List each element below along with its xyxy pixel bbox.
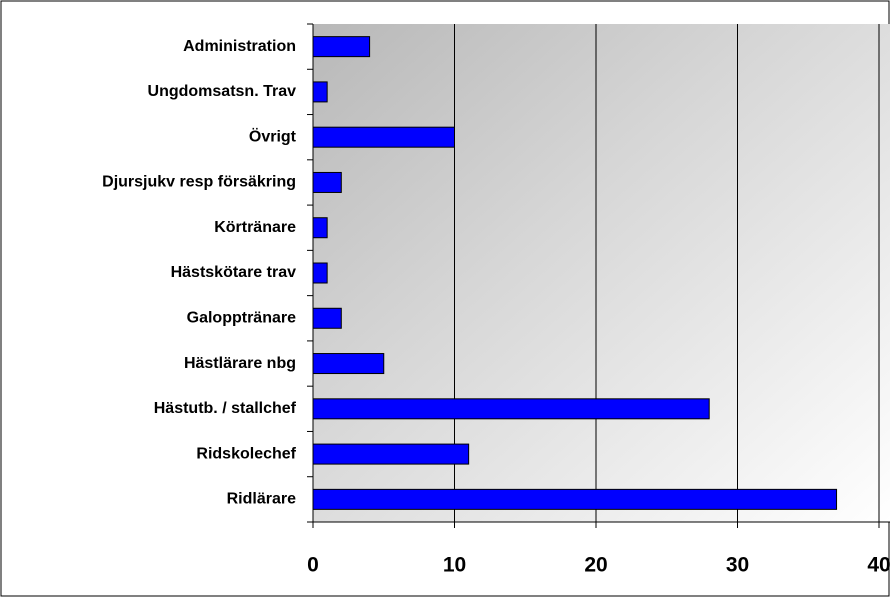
bar [312,443,470,465]
y-tick-label: Övrigt [249,126,297,145]
y-tick-label: Körtränare [214,219,296,236]
bar [312,262,328,284]
bar [312,398,710,420]
bar [312,353,385,375]
y-tick-label: Ungdomsatsn. Trav [148,83,297,100]
bar [312,81,328,103]
x-tick-label: 0 [307,554,319,577]
y-tick-label: Djursjukv resp försäkring [102,174,296,191]
bar [312,307,342,329]
y-tick-label: Ridskolechef [196,445,296,462]
y-tick-label: Galopptränare [187,309,296,326]
x-tick-label: 40 [867,554,890,577]
bar [312,171,342,193]
y-tick-label: Hästskötare trav [171,264,297,281]
y-tick-label: Ridlärare [227,491,296,508]
x-tick-label: 20 [584,554,607,577]
bar [312,126,455,148]
plot-area [313,24,890,522]
x-tick-label: 10 [443,554,466,577]
bar [312,36,371,58]
y-tick-label: Hästutb. / stallchef [154,400,297,417]
y-tick-label: Administration [183,38,296,55]
x-tick-label: 30 [726,554,749,577]
y-tick-label: Hästlärare nbg [184,355,296,372]
bar [312,217,328,239]
bar [312,488,838,510]
